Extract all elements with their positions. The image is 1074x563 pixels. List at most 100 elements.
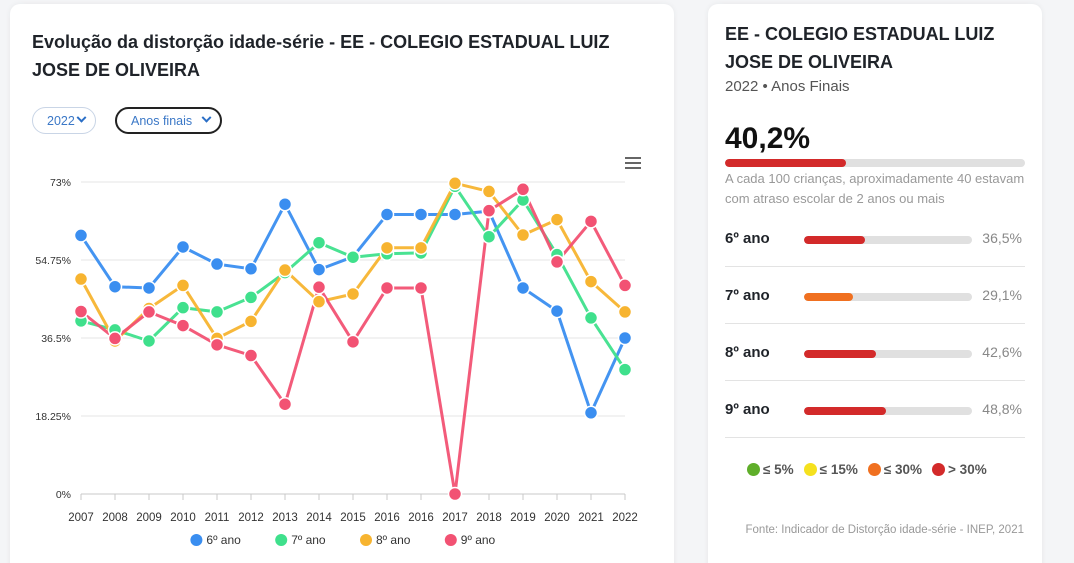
stage-select[interactable]: Anos finais bbox=[115, 107, 222, 134]
data-point bbox=[243, 261, 259, 277]
y-tick-label: 36.5% bbox=[41, 333, 71, 345]
chevron-down-icon bbox=[76, 112, 87, 123]
scale-legend-item: ≤ 30% bbox=[867, 462, 923, 477]
data-point bbox=[447, 176, 463, 191]
data-point bbox=[413, 240, 429, 256]
y-tick-label: 54.75% bbox=[35, 255, 71, 267]
data-point bbox=[73, 304, 89, 319]
data-point bbox=[583, 405, 599, 421]
data-point bbox=[345, 249, 361, 265]
data-point bbox=[515, 227, 531, 243]
dot-icon bbox=[803, 463, 817, 476]
grade-row: 9º ano 48,8% bbox=[725, 381, 1025, 438]
scale-legend-item: ≤ 15% bbox=[803, 462, 858, 477]
data-point bbox=[311, 279, 327, 295]
data-point bbox=[379, 240, 395, 256]
scale-legend-label: ≤ 15% bbox=[819, 462, 858, 477]
scale-legend-item: ≤ 5% bbox=[747, 462, 794, 477]
data-point bbox=[345, 334, 361, 350]
grade-row: 8º ano 42,6% bbox=[725, 324, 1025, 381]
legend-marker bbox=[190, 534, 203, 546]
data-point bbox=[73, 228, 89, 243]
x-tick-label: 2012 bbox=[238, 512, 264, 524]
data-point bbox=[379, 207, 395, 222]
x-tick-label: 2011 bbox=[205, 512, 230, 524]
data-point bbox=[617, 330, 633, 346]
data-point bbox=[617, 304, 633, 320]
grade-bar-fill bbox=[804, 350, 876, 358]
data-point bbox=[481, 229, 497, 244]
x-tick-label: 2020 bbox=[544, 512, 570, 524]
data-point bbox=[141, 333, 157, 349]
chart-menu-icon[interactable] bbox=[625, 157, 641, 169]
data-point bbox=[549, 303, 565, 319]
dot-icon bbox=[932, 463, 946, 476]
x-tick-label: 2016 bbox=[374, 512, 400, 524]
data-point bbox=[175, 300, 191, 315]
data-point bbox=[617, 278, 633, 293]
year-select[interactable]: 2022 bbox=[32, 107, 96, 134]
grade-bar-fill bbox=[804, 236, 866, 244]
grade-bar-fill bbox=[804, 293, 853, 301]
data-point bbox=[209, 256, 225, 272]
x-tick-label: 2007 bbox=[68, 512, 94, 524]
data-point bbox=[311, 235, 327, 250]
grade-name: 7º ano bbox=[725, 287, 770, 304]
data-point bbox=[243, 314, 259, 329]
dot-icon bbox=[867, 463, 881, 476]
grade-value: 48,8% bbox=[982, 401, 1022, 417]
data-point bbox=[141, 280, 157, 296]
scale-legend-label: ≤ 30% bbox=[883, 462, 923, 477]
data-point bbox=[243, 290, 259, 305]
overall-rate-fill bbox=[725, 159, 846, 167]
line-chart: 0% 18.25% 36.5% 54.75% 73% 2007 2008 2009 2010 20… bbox=[35, 176, 638, 547]
grade-row: 6º ano 36,5% bbox=[725, 210, 1025, 267]
data-point bbox=[481, 184, 497, 199]
data-point bbox=[107, 279, 123, 294]
data-point bbox=[447, 486, 463, 502]
grade-bar bbox=[804, 350, 972, 358]
data-point bbox=[583, 274, 599, 289]
x-tick-label: 2021 bbox=[578, 512, 604, 524]
legend-label: 9º ano bbox=[461, 533, 496, 547]
chevron-down-icon bbox=[201, 112, 212, 123]
bullet-separator: • bbox=[762, 78, 768, 95]
x-tick-label: 2017 bbox=[442, 512, 468, 524]
grade-name: 9º ano bbox=[725, 401, 770, 418]
x-tick-label: 2016 bbox=[408, 512, 434, 524]
data-point bbox=[277, 196, 293, 212]
legend-marker bbox=[275, 534, 288, 546]
x-tick-label: 2013 bbox=[272, 512, 298, 524]
data-point bbox=[549, 212, 565, 227]
grade-bar bbox=[804, 236, 972, 244]
stage-select-value: Anos finais bbox=[131, 113, 193, 128]
dot-icon bbox=[747, 463, 760, 476]
grade-bar bbox=[804, 407, 972, 415]
data-point bbox=[141, 304, 157, 320]
overall-rate: 40,2% bbox=[725, 122, 811, 155]
chart-title: Evolução da distorção idade-série - EE -… bbox=[32, 32, 610, 80]
y-tick-label: 0% bbox=[56, 489, 71, 501]
data-point bbox=[583, 214, 599, 229]
summary-subtitle: 2022 • Anos Finais bbox=[725, 78, 850, 95]
data-point bbox=[447, 207, 463, 222]
rate-description: A cada 100 crianças, aproximadamente 40 … bbox=[725, 171, 1025, 206]
scale-legend-label: ≤ 5% bbox=[763, 462, 794, 477]
data-point bbox=[311, 294, 327, 309]
chart-card: Evolução da distorção idade-série - EE -… bbox=[10, 4, 674, 563]
grade-bar bbox=[804, 293, 972, 301]
x-tick-label: 2022 bbox=[612, 512, 638, 524]
x-tick-label: 2010 bbox=[170, 512, 196, 524]
data-point bbox=[277, 262, 293, 278]
data-point bbox=[413, 207, 429, 222]
x-tick-label: 2014 bbox=[306, 512, 332, 524]
x-tick-label: 2018 bbox=[476, 512, 502, 524]
data-point bbox=[277, 396, 293, 412]
y-tick-label: 73% bbox=[50, 177, 71, 189]
grade-bar-fill bbox=[804, 407, 886, 415]
data-point bbox=[481, 203, 497, 218]
data-point bbox=[73, 271, 89, 287]
grade-name: 6º ano bbox=[725, 230, 770, 247]
scale-legend-label: > 30% bbox=[948, 462, 987, 477]
grade-row: 7º ano 29,1% bbox=[725, 267, 1025, 324]
